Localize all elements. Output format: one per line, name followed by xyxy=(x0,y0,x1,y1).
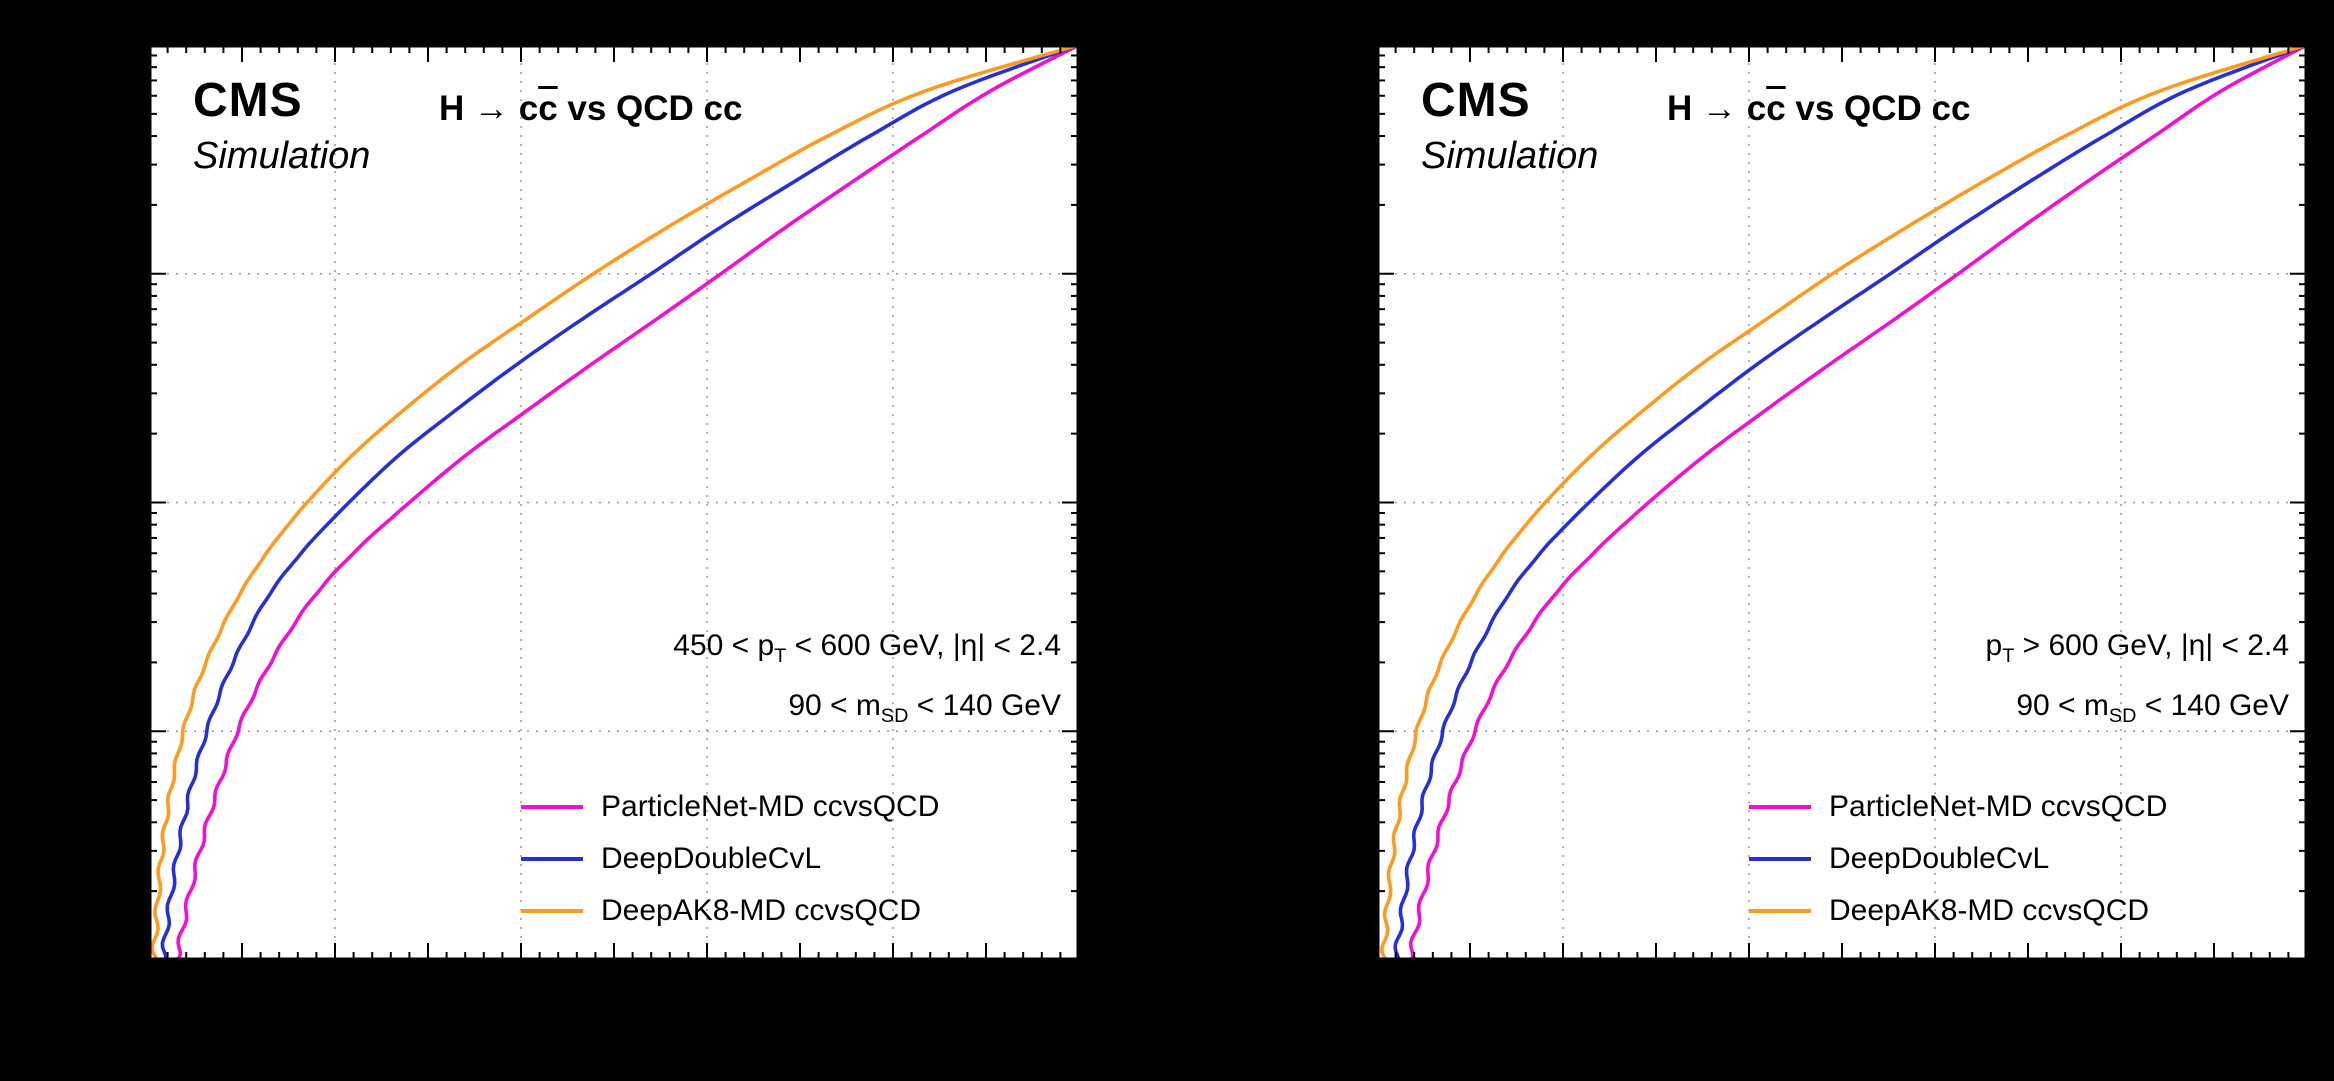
plot-title-post: vs QCD cc xyxy=(557,89,743,128)
legend-swatch-particlenet xyxy=(521,805,583,809)
legend-label-deepak8: DeepAK8-MD ccvsQCD xyxy=(1829,894,2150,927)
plot-title: H → cc vs QCD cc xyxy=(439,89,742,129)
legend-swatch-particlenet xyxy=(1749,805,1811,809)
selection-msd-sub: SD xyxy=(2108,705,2137,727)
selection-pt-pre: 450 < p xyxy=(673,629,775,662)
legend-label-deepdoublecvl: DeepDoubleCvL xyxy=(1829,842,2050,875)
legend-label-particlenet: ParticleNet-MD ccvsQCD xyxy=(601,790,940,823)
roc-curve-deepak8-md-ccvsqcd xyxy=(150,45,1079,960)
selection-pt-sub: T xyxy=(2002,645,2015,667)
selection-text: 450 < pT < 600 GeV, |η| < 2.4 90 < mSD <… xyxy=(673,621,1061,741)
legend-swatch-deepdoublecvl xyxy=(521,857,583,861)
legend-item-deepak8: DeepAK8-MD ccvsQCD xyxy=(521,885,939,937)
selection-line-msd: 90 < mSD < 140 GeV xyxy=(1986,681,2289,741)
roc-curve-deepdoublecvl xyxy=(1393,45,2307,960)
legend: ParticleNet-MD ccvsQCD DeepDoubleCvL Dee… xyxy=(521,781,939,937)
selection-msd-sub: SD xyxy=(880,705,909,727)
cms-label: CMS xyxy=(1421,74,1531,127)
plot-title-post: vs QCD cc xyxy=(1785,89,1971,128)
roc-panel-left: CMS Simulation H → cc vs QCD cc 450 < pT… xyxy=(149,45,1079,960)
selection-pt-sub: T xyxy=(774,645,787,667)
plot-title-cbar: c xyxy=(538,89,558,128)
selection-msd-pre: 90 < m xyxy=(788,689,881,722)
legend-item-particlenet: ParticleNet-MD ccvsQCD xyxy=(1749,781,2167,833)
selection-msd-pre: 90 < m xyxy=(2016,689,2109,722)
plot-title-cbar: c xyxy=(1766,89,1786,128)
roc-curves xyxy=(150,45,1079,960)
simulation-label: Simulation xyxy=(193,135,371,177)
selection-line-pt: 450 < pT < 600 GeV, |η| < 2.4 xyxy=(673,621,1061,681)
roc-curve-deepak8-md-ccvsqcd xyxy=(1380,45,2307,960)
legend: ParticleNet-MD ccvsQCD DeepDoubleCvL Dee… xyxy=(1749,781,2167,937)
roc-curve-particlenet-md-ccvsqcd xyxy=(175,45,1079,960)
legend-item-deepak8: DeepAK8-MD ccvsQCD xyxy=(1749,885,2167,937)
roc-plot-canvas-left xyxy=(149,45,1079,960)
legend-label-deepak8: DeepAK8-MD ccvsQCD xyxy=(601,894,922,927)
selection-pt-pre: p xyxy=(1985,629,2003,662)
selection-msd-post: < 140 GeV xyxy=(908,689,1061,722)
selection-line-pt: pT > 600 GeV, |η| < 2.4 xyxy=(1986,621,2289,681)
legend-label-deepdoublecvl: DeepDoubleCvL xyxy=(601,842,822,875)
legend-item-particlenet: ParticleNet-MD ccvsQCD xyxy=(521,781,939,833)
roc-curve-particlenet-md-ccvsqcd xyxy=(1408,45,2307,960)
cms-label: CMS xyxy=(193,74,303,127)
legend-swatch-deepak8 xyxy=(1749,909,1811,913)
legend-item-deepdoublecvl: DeepDoubleCvL xyxy=(1749,833,2167,885)
selection-pt-post: < 600 GeV, |η| < 2.4 xyxy=(786,629,1061,662)
plot-title-pre: H → c xyxy=(1667,89,1767,128)
selection-msd-post: < 140 GeV xyxy=(2136,689,2289,722)
legend-label-particlenet: ParticleNet-MD ccvsQCD xyxy=(1829,790,2168,823)
legend-swatch-deepdoublecvl xyxy=(1749,857,1811,861)
legend-swatch-deepak8 xyxy=(521,909,583,913)
plot-title: H → cc vs QCD cc xyxy=(1667,89,1970,129)
roc-curves xyxy=(1380,45,2307,960)
selection-line-msd: 90 < mSD < 140 GeV xyxy=(673,681,1061,741)
selection-text: pT > 600 GeV, |η| < 2.4 90 < mSD < 140 G… xyxy=(1986,621,2289,741)
simulation-label: Simulation xyxy=(1421,135,1599,177)
plot-title-pre: H → c xyxy=(439,89,539,128)
selection-pt-post: > 600 GeV, |η| < 2.4 xyxy=(2014,629,2289,662)
roc-plot-canvas-right xyxy=(1377,45,2307,960)
roc-panel-right: CMS Simulation H → cc vs QCD cc pT > 600… xyxy=(1377,45,2307,960)
roc-curve-deepdoublecvl xyxy=(160,45,1079,960)
legend-item-deepdoublecvl: DeepDoubleCvL xyxy=(521,833,939,885)
